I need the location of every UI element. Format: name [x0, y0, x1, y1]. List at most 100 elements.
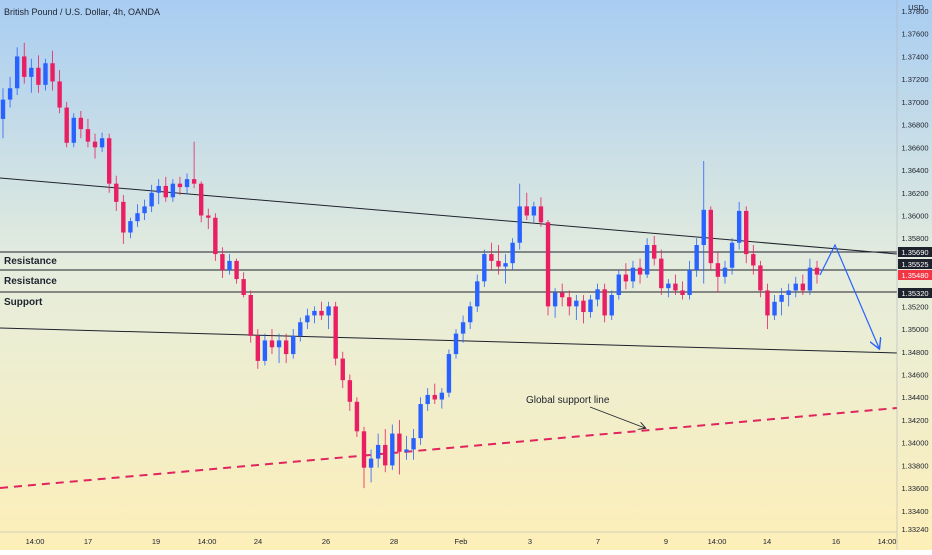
candle-body [291, 335, 296, 355]
candle [198, 181, 204, 223]
candle [545, 220, 551, 316]
y-tick-label: 1.37600 [901, 30, 928, 39]
candle-body [106, 138, 112, 184]
candle [701, 160, 706, 284]
candle [800, 274, 806, 295]
y-tick-label: 1.37200 [901, 75, 928, 84]
candle-body [432, 394, 437, 400]
candle [517, 183, 522, 250]
candle [57, 70, 62, 114]
candle-body [538, 206, 544, 223]
candle-body [319, 310, 324, 316]
y-tick-label: 1.33800 [901, 461, 928, 470]
candle-body [581, 300, 586, 313]
candle-body [50, 63, 55, 82]
x-tick-label: 28 [390, 537, 398, 546]
candle [567, 290, 572, 316]
chart-title: British Pound / U.S. Dollar, 4h, OANDA [4, 7, 160, 17]
candle [680, 281, 685, 300]
level-label-support: Support [4, 297, 43, 308]
y-tick-label: 1.34200 [901, 416, 928, 425]
candle [446, 349, 452, 398]
candle-body [779, 294, 784, 302]
price-tag-resistance-upper-text: 1.35690 [901, 248, 928, 257]
candle-body [36, 67, 41, 85]
candle [177, 176, 183, 196]
level-label-resistance-lower: Resistance [4, 276, 57, 287]
candle [114, 175, 119, 211]
y-tick-label: 1.35200 [901, 302, 928, 311]
x-tick-labels: 14:00 17 19 14:00 24 26 28 Feb 3 7 9 14:00 14 16 14:00 [26, 537, 897, 546]
y-tick-label: 1.33400 [901, 507, 928, 516]
candle [220, 247, 225, 278]
y-tick-labels: 1.37800 1.37600 1.37400 1.37200 1.37000 1.368… [901, 7, 928, 534]
candle [43, 58, 48, 91]
candle [666, 279, 671, 298]
candle-body [467, 306, 473, 323]
candle-body [616, 274, 622, 295]
y-tick-label: 1.34800 [901, 348, 928, 357]
candle [779, 288, 784, 316]
candle [78, 110, 84, 139]
candle-body [248, 294, 253, 336]
candle [736, 201, 742, 250]
candle-body [496, 260, 501, 267]
y-tick-label: 1.36200 [901, 189, 928, 198]
candle [361, 426, 367, 489]
candle-body [510, 242, 515, 264]
candle-body [588, 299, 593, 313]
x-tick-label: 17 [84, 537, 92, 546]
candle [368, 449, 374, 483]
x-tick-label: 14:00 [878, 537, 897, 546]
candle [460, 315, 466, 343]
candle [135, 204, 140, 227]
candle-body [574, 300, 579, 307]
y-tick-label: 1.34000 [901, 439, 928, 448]
candle-body [340, 358, 345, 381]
level-label-resistance-upper: Resistance [4, 256, 57, 267]
currency-label: USD [908, 3, 924, 12]
candle [326, 301, 331, 330]
candle-body [354, 401, 360, 432]
candle [616, 270, 622, 300]
candle-body [644, 245, 650, 275]
candle-body [241, 279, 246, 295]
candle-body [333, 306, 338, 359]
candle [149, 184, 154, 213]
candle [375, 433, 381, 468]
candle-body [170, 183, 176, 198]
candle [71, 113, 76, 148]
candle-body [722, 267, 728, 277]
candle [298, 317, 303, 342]
candle [128, 217, 133, 239]
candle [475, 274, 480, 313]
candle-body [206, 215, 211, 218]
candle-body [85, 129, 91, 142]
candle-body [609, 294, 614, 316]
candle-body [793, 283, 798, 291]
candle [425, 388, 430, 411]
candle-body [552, 292, 558, 307]
candle [623, 263, 629, 290]
price-tag-resistance-upper: 1.35690 [898, 247, 932, 257]
candle-body [198, 183, 204, 216]
candle [397, 419, 402, 475]
candle [142, 199, 147, 221]
price-tag-resistance-lower-text: 1.35525 [901, 260, 928, 269]
price-tag-support-text: 1.35320 [901, 289, 928, 298]
candle [482, 249, 487, 288]
candle-body [99, 138, 105, 148]
candle-body [142, 206, 147, 214]
candle [538, 197, 544, 227]
y-tick-label: 1.33600 [901, 484, 928, 493]
candle-body [0, 99, 6, 119]
candle-body [128, 221, 133, 233]
candle-body [298, 322, 303, 336]
price-tag-resistance-lower: 1.35525 [898, 259, 932, 269]
candle-body [213, 217, 218, 255]
candle [276, 333, 282, 364]
candle [652, 235, 657, 266]
x-tick-label: 14:00 [198, 537, 217, 546]
candle-body [503, 263, 508, 267]
